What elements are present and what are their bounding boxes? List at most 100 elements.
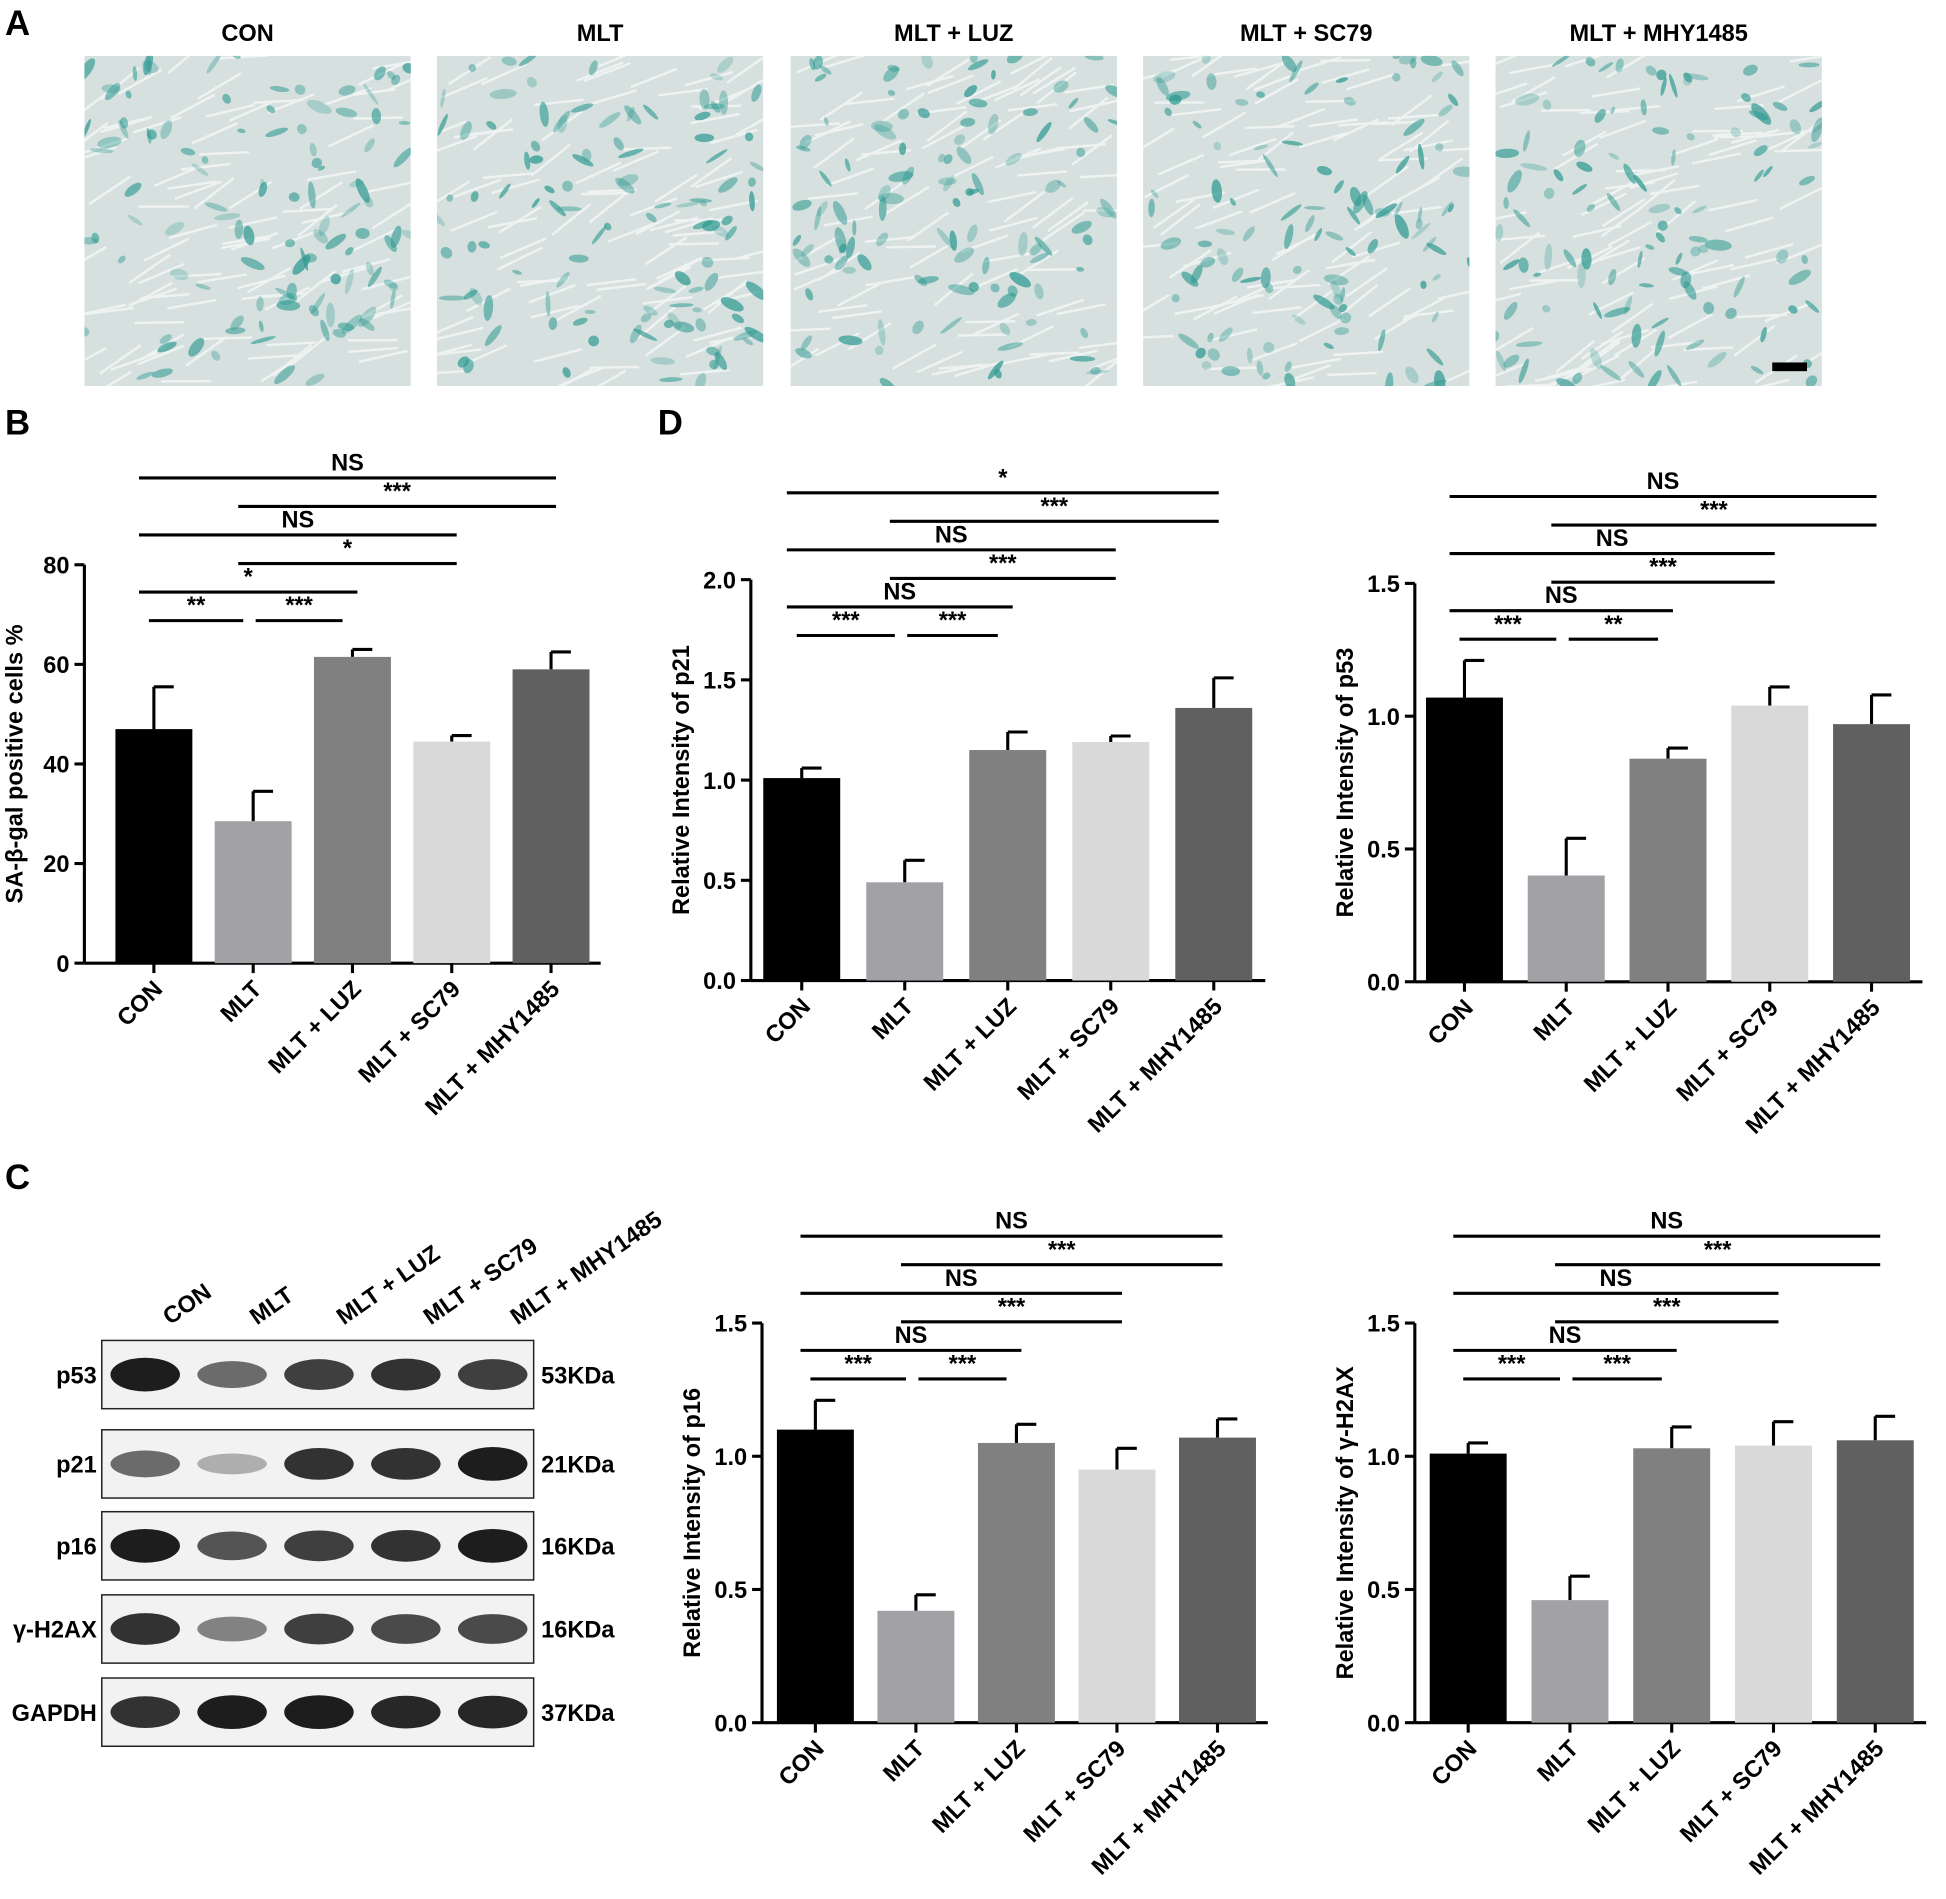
stained-cell [960, 117, 976, 127]
stained-cell [1392, 55, 1401, 60]
stained-cell [303, 253, 317, 263]
fiber [690, 157, 733, 188]
stained-cell [1572, 372, 1583, 385]
fiber [260, 353, 304, 383]
stained-cell [1080, 327, 1089, 339]
significance-label: NS [995, 1208, 1028, 1234]
stained-cell [936, 227, 954, 249]
fiber [556, 295, 602, 322]
fiber [607, 222, 655, 243]
fiber [87, 370, 132, 387]
fiber [581, 369, 627, 387]
protein-label: p21 [56, 1452, 97, 1478]
x-tick-label: CON [1422, 994, 1477, 1049]
y-tick-label: 40 [43, 752, 69, 778]
stained-cell [1235, 98, 1249, 106]
stained-cell [721, 215, 733, 226]
x-tick-label: MLT + SC79 [353, 976, 465, 1088]
stained-cell [1623, 163, 1636, 184]
stained-cell [367, 266, 382, 288]
stained-cell [613, 137, 624, 151]
stained-cell [801, 244, 814, 257]
fiber [927, 74, 975, 95]
fiber [1036, 71, 1077, 105]
stained-cell [1574, 139, 1586, 157]
fiber [1667, 313, 1713, 339]
fiber [790, 122, 840, 129]
fiber [1629, 172, 1678, 190]
stained-cell [1395, 155, 1410, 174]
bar [1072, 742, 1150, 981]
stained-cell [308, 305, 319, 317]
fiber [1068, 96, 1109, 130]
stained-cell [143, 55, 154, 76]
y-tick-label: 0.0 [1367, 1710, 1400, 1736]
stained-cell [1615, 58, 1624, 73]
fiber [808, 192, 858, 200]
stained-cell [949, 230, 958, 251]
stained-cell [653, 286, 677, 294]
fiber [684, 70, 734, 87]
stained-cell [1674, 207, 1682, 215]
fiber [1395, 176, 1441, 203]
stained-cell [544, 185, 555, 194]
fiber [1441, 57, 1470, 67]
bar [1179, 1437, 1256, 1723]
fiber [341, 258, 391, 274]
stained-cell [749, 161, 764, 172]
stained-cell [1029, 252, 1050, 264]
fiber [282, 207, 333, 213]
fiber [959, 118, 1002, 150]
stained-cell [1438, 104, 1453, 117]
stained-cell [912, 320, 924, 335]
fiber [1607, 220, 1652, 247]
fiber [1032, 66, 1076, 95]
fiber [541, 110, 583, 142]
stained-cell [478, 241, 490, 249]
stained-cell [1405, 366, 1419, 384]
stained-cell [1556, 378, 1576, 387]
fiber [1331, 230, 1373, 264]
stained-cell [689, 198, 713, 203]
stained-cell [401, 229, 411, 240]
stained-cell [813, 55, 823, 70]
blot-band [110, 1696, 180, 1729]
stained-cell [1096, 207, 1114, 218]
stained-cell [1585, 57, 1596, 67]
fiber [1212, 188, 1260, 210]
stained-cell [1313, 294, 1335, 310]
y-tick-label: 1.5 [714, 1311, 747, 1337]
fiber [1143, 127, 1175, 156]
stained-cell [97, 136, 122, 149]
blot-band [110, 1450, 180, 1478]
fiber [436, 120, 468, 141]
fiber [528, 283, 576, 304]
fiber [1207, 67, 1258, 77]
stained-cell [838, 243, 847, 254]
stained-cell [1520, 163, 1548, 171]
stained-cell [688, 286, 704, 293]
fiber [128, 281, 174, 308]
fiber [583, 62, 631, 83]
blot-band [457, 1695, 528, 1729]
fiber [450, 210, 498, 232]
stained-cell [460, 121, 472, 141]
fiber [1635, 178, 1676, 213]
fiber [372, 297, 411, 320]
stained-cell [1075, 266, 1085, 272]
stained-cell [1083, 117, 1099, 133]
stained-cell [1452, 166, 1470, 177]
stained-cell [1730, 127, 1741, 138]
stained-cell [1071, 220, 1092, 234]
fiber [1495, 326, 1534, 355]
stained-cell [970, 55, 978, 63]
fiber [629, 197, 678, 217]
stained-cell [188, 337, 205, 357]
fiber [1540, 108, 1591, 112]
stained-cell [588, 60, 598, 76]
fiber [1047, 201, 1089, 233]
stained-cell [1305, 214, 1315, 233]
fiber [1590, 179, 1636, 206]
stained-cell [570, 103, 594, 113]
lane-label: MLT + MHY1485 [505, 1206, 666, 1330]
